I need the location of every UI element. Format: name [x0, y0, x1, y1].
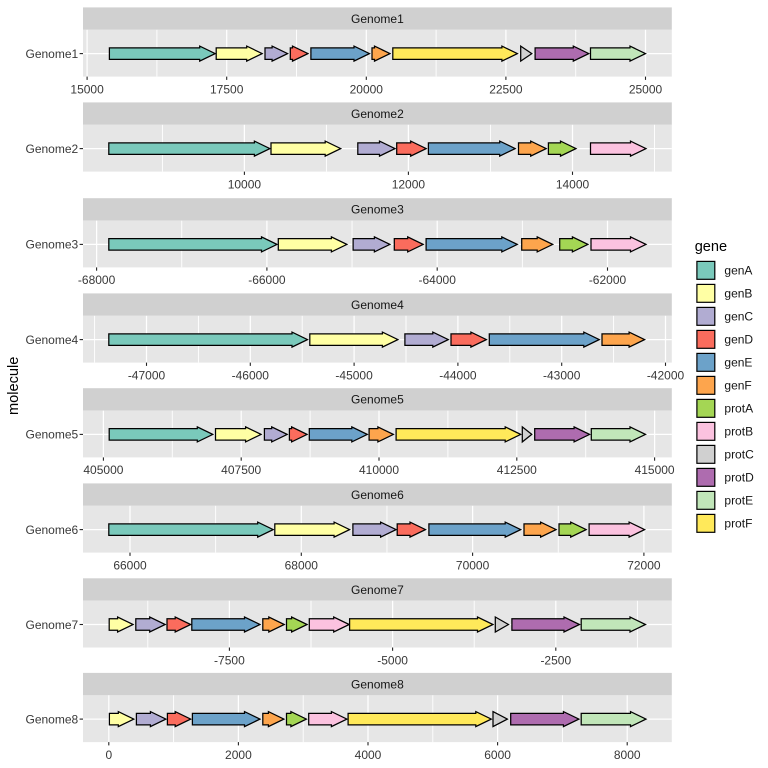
svg-text:10000: 10000: [228, 177, 262, 191]
svg-text:2000: 2000: [225, 748, 252, 762]
svg-text:-45000: -45000: [335, 368, 373, 382]
svg-text:Genome7: Genome7: [25, 618, 78, 632]
svg-text:415000: 415000: [635, 463, 675, 477]
svg-text:-5000: -5000: [377, 653, 408, 667]
svg-text:gene: gene: [695, 239, 727, 255]
svg-text:protA: protA: [724, 402, 753, 416]
svg-text:-44000: -44000: [439, 368, 477, 382]
svg-text:Genome7: Genome7: [351, 583, 404, 597]
svg-text:Genome8: Genome8: [25, 712, 78, 726]
svg-text:68000: 68000: [285, 558, 319, 572]
svg-text:Genome3: Genome3: [25, 238, 78, 252]
svg-text:Genome6: Genome6: [25, 523, 78, 537]
svg-text:genD: genD: [724, 333, 753, 347]
svg-text:genE: genE: [724, 356, 752, 370]
svg-text:-42000: -42000: [647, 368, 685, 382]
svg-text:12000: 12000: [392, 177, 426, 191]
svg-text:Genome6: Genome6: [351, 488, 404, 502]
svg-text:-68000: -68000: [78, 273, 116, 287]
svg-text:405000: 405000: [83, 463, 123, 477]
svg-text:72000: 72000: [627, 558, 661, 572]
svg-text:Genome3: Genome3: [351, 203, 404, 217]
svg-text:407500: 407500: [221, 463, 261, 477]
svg-text:Genome2: Genome2: [25, 142, 78, 156]
svg-text:6000: 6000: [484, 748, 511, 762]
svg-text:Genome1: Genome1: [25, 47, 78, 61]
svg-text:Genome5: Genome5: [25, 428, 78, 442]
svg-text:genA: genA: [724, 264, 752, 278]
svg-text:Genome8: Genome8: [351, 677, 404, 691]
svg-text:410000: 410000: [359, 463, 399, 477]
svg-text:protB: protB: [724, 425, 753, 439]
svg-text:Genome4: Genome4: [25, 333, 78, 347]
svg-text:genF: genF: [724, 379, 751, 393]
svg-text:Genome1: Genome1: [351, 12, 404, 26]
svg-text:genC: genC: [724, 310, 753, 324]
svg-text:8000: 8000: [614, 748, 641, 762]
svg-text:Genome4: Genome4: [351, 298, 404, 312]
svg-text:-46000: -46000: [232, 368, 270, 382]
svg-text:25000: 25000: [629, 82, 663, 96]
svg-text:4000: 4000: [355, 748, 382, 762]
svg-text:70000: 70000: [456, 558, 490, 572]
svg-text:protE: protE: [724, 494, 753, 508]
svg-text:-2500: -2500: [540, 653, 571, 667]
svg-text:15000: 15000: [70, 82, 104, 96]
svg-text:22500: 22500: [489, 82, 523, 96]
svg-text:protD: protD: [724, 471, 754, 485]
svg-text:protF: protF: [724, 517, 752, 531]
svg-text:-43000: -43000: [543, 368, 581, 382]
svg-text:Genome5: Genome5: [351, 393, 404, 407]
svg-text:66000: 66000: [113, 558, 147, 572]
svg-text:20000: 20000: [350, 82, 384, 96]
svg-text:-62000: -62000: [589, 273, 627, 287]
svg-text:Genome2: Genome2: [351, 107, 404, 121]
svg-text:-7500: -7500: [214, 653, 245, 667]
svg-text:-66000: -66000: [248, 273, 286, 287]
svg-text:0: 0: [105, 748, 112, 762]
svg-text:412500: 412500: [497, 463, 537, 477]
svg-text:14000: 14000: [556, 177, 590, 191]
svg-text:-64000: -64000: [419, 273, 457, 287]
svg-text:17500: 17500: [210, 82, 244, 96]
svg-text:molecule: molecule: [6, 357, 22, 415]
svg-text:protC: protC: [724, 448, 754, 462]
svg-text:-47000: -47000: [128, 368, 166, 382]
svg-text:genB: genB: [724, 287, 752, 301]
